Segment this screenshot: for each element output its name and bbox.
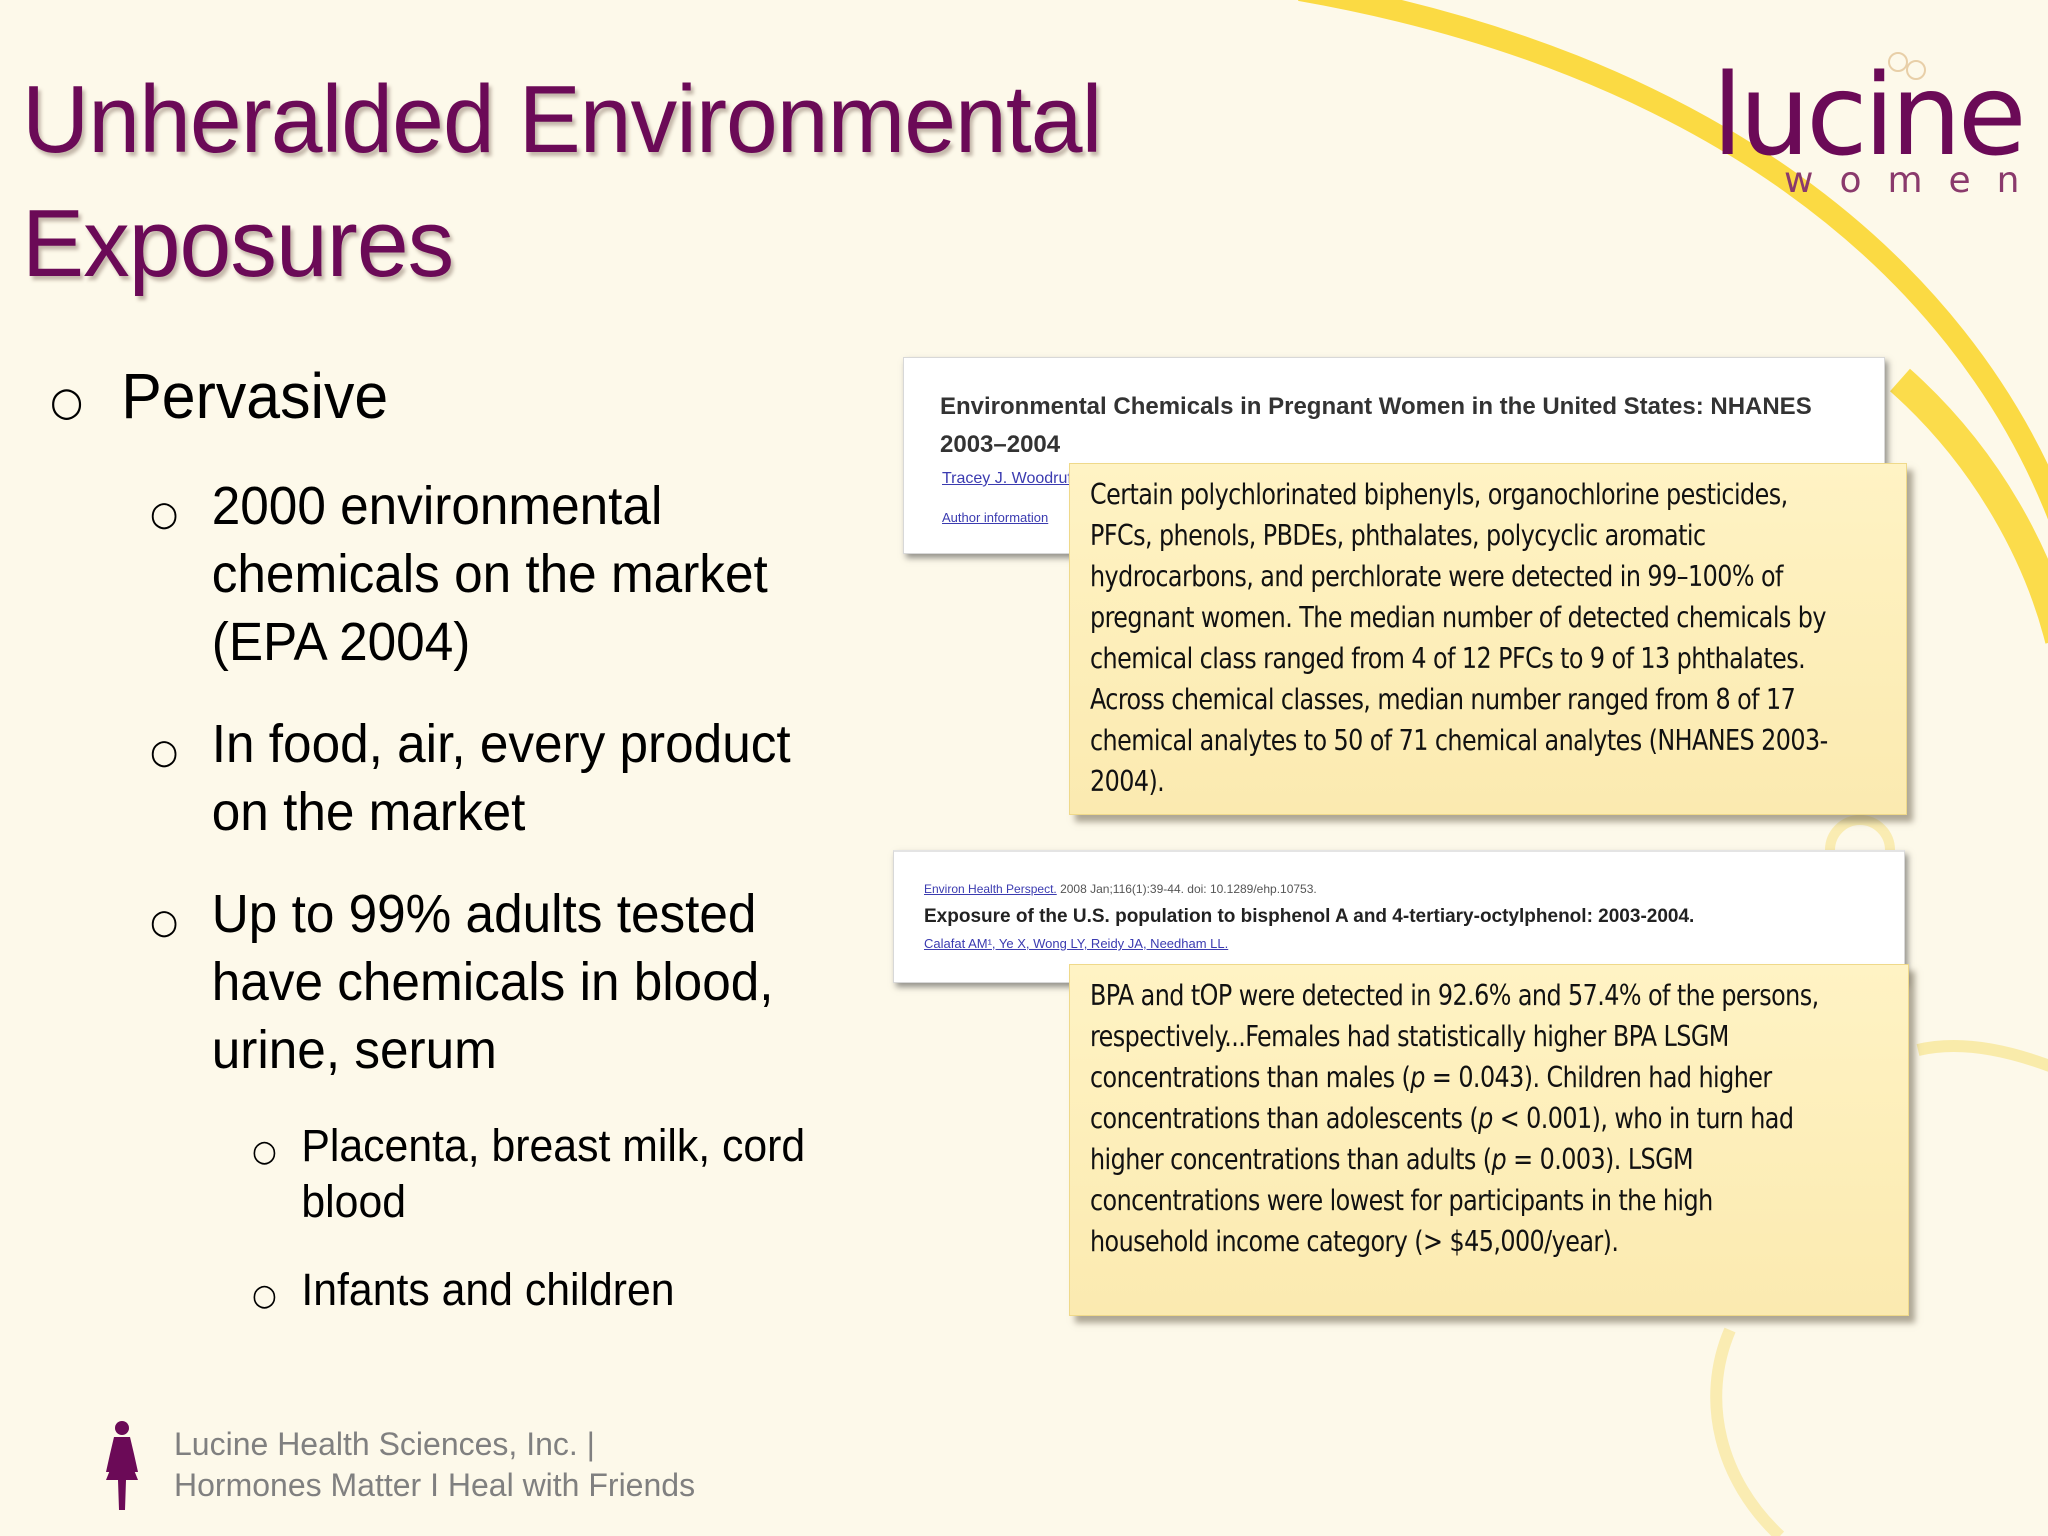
hollow-circle-bullet-icon: ○	[252, 1278, 277, 1313]
author-info-link[interactable]: Author information	[942, 510, 1049, 525]
hollow-circle-bullet-icon: ○	[50, 379, 84, 425]
logo-word: lucine	[1712, 51, 2027, 181]
quote-text: Certain polychlorinated biphenyls, organ…	[1090, 478, 1828, 798]
logo-subtitle: women	[1784, 160, 2046, 201]
hollow-circle-bullet-icon: ○	[150, 732, 179, 772]
article-card-bpa: Environ Health Perspect. 2008 Jan;116(1)…	[893, 850, 1905, 983]
article-title: Environmental Chemicals in Pregnant Wome…	[940, 393, 1812, 458]
hollow-circle-bullet-icon: ○	[150, 902, 179, 942]
title-line-1: Unheralded Environmental	[22, 66, 1102, 173]
article-title: Exposure of the U.S. population to bisph…	[924, 906, 1695, 927]
footer-text: Lucine Health Sciences, Inc. | Hormones …	[174, 1424, 695, 1506]
footer-line-1: Lucine Health Sciences, Inc. |	[174, 1426, 595, 1462]
title-line-2: Exposures	[22, 190, 454, 297]
footer-line-2: Hormones Matter I Heal with Friends	[174, 1467, 696, 1503]
lucine-women-logo: lucine women	[1706, 46, 2027, 206]
author-link[interactable]: Tracey J. Woodruff	[942, 470, 1076, 487]
authors-links[interactable]: Calafat AM¹, Ye X, Wong LY, Reidy JA, Ne…	[924, 936, 1229, 951]
slide-title: Unheralded Environmental Exposures	[22, 58, 1102, 306]
hollow-circle-bullet-icon: ○	[150, 494, 179, 534]
citation: Environ Health Perspect. 2008 Jan;116(1)…	[924, 882, 1317, 896]
woman-figure-icon	[106, 1421, 138, 1510]
hollow-circle-bullet-icon: ○	[252, 1134, 277, 1169]
quote-callout-nhanes: Certain polychlorinated biphenyls, organ…	[1069, 463, 1907, 815]
journal-link[interactable]: Environ Health Perspect.	[924, 882, 1057, 896]
citation-details: 2008 Jan;116(1):39-44. doi: 10.1289/ehp.…	[1060, 882, 1317, 896]
quote-callout-bpa: BPA and tOP were detected in 92.6% and 5…	[1069, 964, 1909, 1316]
bubbles-icon	[1888, 52, 1926, 80]
quote-text: BPA and tOP were detected in 92.6% and 5…	[1090, 979, 1819, 1258]
